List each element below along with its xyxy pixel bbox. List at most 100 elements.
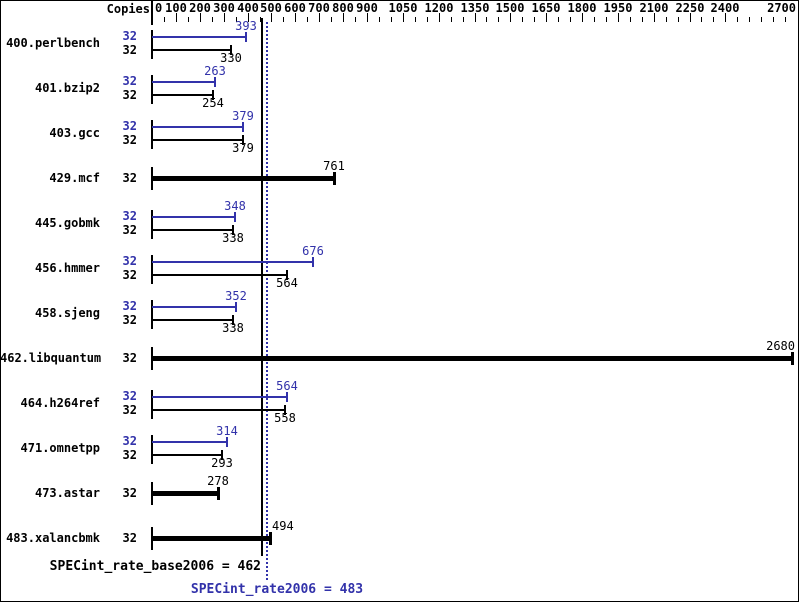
copies-value: 32: [122, 43, 137, 57]
axis-tick-minor: [522, 17, 523, 22]
axis-label: 0: [155, 1, 163, 15]
copies-value: 32: [122, 171, 137, 185]
peak-bar: [152, 216, 235, 218]
base-value-label: 254: [202, 96, 224, 110]
group-axis-tick: [151, 75, 153, 104]
axis-origin-line: [151, 1, 153, 25]
axis-tick-major: [475, 13, 476, 22]
axis-label: 1650: [531, 1, 561, 15]
peak-mean-line: [266, 22, 268, 581]
base-mean-line: [261, 18, 263, 556]
copies-value: 32: [122, 29, 137, 43]
group-axis-tick: [151, 210, 153, 239]
base-value-label: 379: [232, 141, 254, 155]
group-axis-tick: [151, 30, 153, 59]
copies-value: 32: [122, 434, 137, 448]
axis-tick-major: [319, 13, 320, 22]
axis-tick-minor: [379, 17, 380, 22]
base-bar: [152, 491, 218, 496]
peak-value-label: 393: [235, 19, 257, 33]
axis-tick-major: [295, 13, 296, 22]
axis-tick-minor: [785, 17, 786, 22]
copies-value: 32: [122, 209, 137, 223]
axis-tick-minor: [307, 17, 308, 22]
axis-tick-minor: [463, 17, 464, 22]
peak-bar-end-cap: [226, 437, 228, 447]
axis-label: 2700: [767, 1, 796, 15]
axis-label: 1050: [388, 1, 418, 15]
group-axis-tick: [151, 120, 153, 149]
axis-label: 800: [332, 1, 354, 15]
axis-tick-minor: [451, 17, 452, 22]
peak-value-label: 352: [225, 289, 247, 303]
footer-base-score: SPECint_rate_base2006 = 462: [49, 559, 261, 574]
peak-bar-end-cap: [286, 392, 288, 402]
base-bar-end-cap: [284, 405, 286, 415]
base-bar: [152, 409, 285, 411]
benchmark-name: 401.bzip2: [34, 81, 100, 95]
axis-tick-minor: [355, 17, 356, 22]
benchmark-name: 483.xalancbmk: [6, 531, 100, 545]
benchmark-name: 445.gobmk: [34, 216, 100, 230]
axis-tick-minor: [164, 17, 165, 22]
peak-value-label: 379: [232, 109, 254, 123]
axis-label: 500: [260, 1, 282, 15]
axis-tick-minor: [701, 17, 702, 22]
peak-bar: [152, 36, 246, 38]
base-bar-end-cap: [232, 315, 234, 325]
peak-bar-end-cap: [245, 32, 247, 42]
axis-tick-major: [367, 13, 368, 22]
axis-tick-minor: [427, 17, 428, 22]
peak-bar: [152, 126, 243, 128]
axis-tick-major: [439, 13, 440, 22]
base-bar-end-cap: [791, 352, 794, 365]
axis-tick-minor: [415, 17, 416, 22]
benchmark-name: 471.omnetpp: [20, 441, 100, 455]
copies-value: 32: [122, 119, 137, 133]
peak-value-label: 348: [224, 199, 246, 213]
base-bar-end-cap: [242, 135, 244, 145]
axis-tick-major: [176, 13, 177, 22]
peak-bar-end-cap: [234, 212, 236, 222]
base-value-label: 494: [272, 519, 294, 533]
base-bar: [152, 176, 334, 181]
axis-tick-minor: [737, 17, 738, 22]
benchmark-name: 464.h264ref: [20, 396, 100, 410]
axis-tick-minor: [749, 17, 750, 22]
benchmark-name: 400.perlbench: [6, 36, 100, 50]
benchmark-name: 429.mcf: [49, 171, 100, 185]
copies-value: 32: [122, 254, 137, 268]
peak-bar: [152, 81, 215, 83]
peak-bar: [152, 441, 227, 443]
axis-tick-major: [654, 13, 655, 22]
axis-label: 2400: [710, 1, 740, 15]
copies-value: 32: [122, 313, 137, 327]
copies-value: 32: [122, 223, 137, 237]
axis-tick-minor: [212, 17, 213, 22]
peak-bar-end-cap: [312, 257, 314, 267]
axis-tick-minor: [236, 17, 237, 22]
axis-label: 1200: [424, 1, 454, 15]
benchmark-name: 456.hmmer: [34, 261, 100, 275]
base-bar: [152, 49, 231, 51]
axis-label: 400: [237, 1, 259, 15]
peak-bar-end-cap: [235, 302, 237, 312]
copies-value: 32: [122, 448, 137, 462]
axis-tick-minor: [331, 17, 332, 22]
axis-tick-major: [582, 13, 583, 22]
group-axis-tick: [151, 390, 153, 419]
base-bar: [152, 356, 792, 361]
axis-tick-minor: [534, 17, 535, 22]
base-bar: [152, 94, 213, 96]
peak-value-label: 263: [204, 64, 226, 78]
copies-value: 32: [122, 88, 137, 102]
axis-tick-minor: [486, 17, 487, 22]
benchmark-name: 458.sjeng: [34, 306, 100, 320]
base-bar: [152, 229, 233, 231]
axis-label: 1350: [460, 1, 490, 15]
axis-label: 600: [284, 1, 306, 15]
axis-tick-major: [200, 13, 201, 22]
peak-bar-end-cap: [214, 77, 216, 87]
benchmark-name: 403.gcc: [49, 126, 100, 140]
axis-tick-minor: [666, 17, 667, 22]
